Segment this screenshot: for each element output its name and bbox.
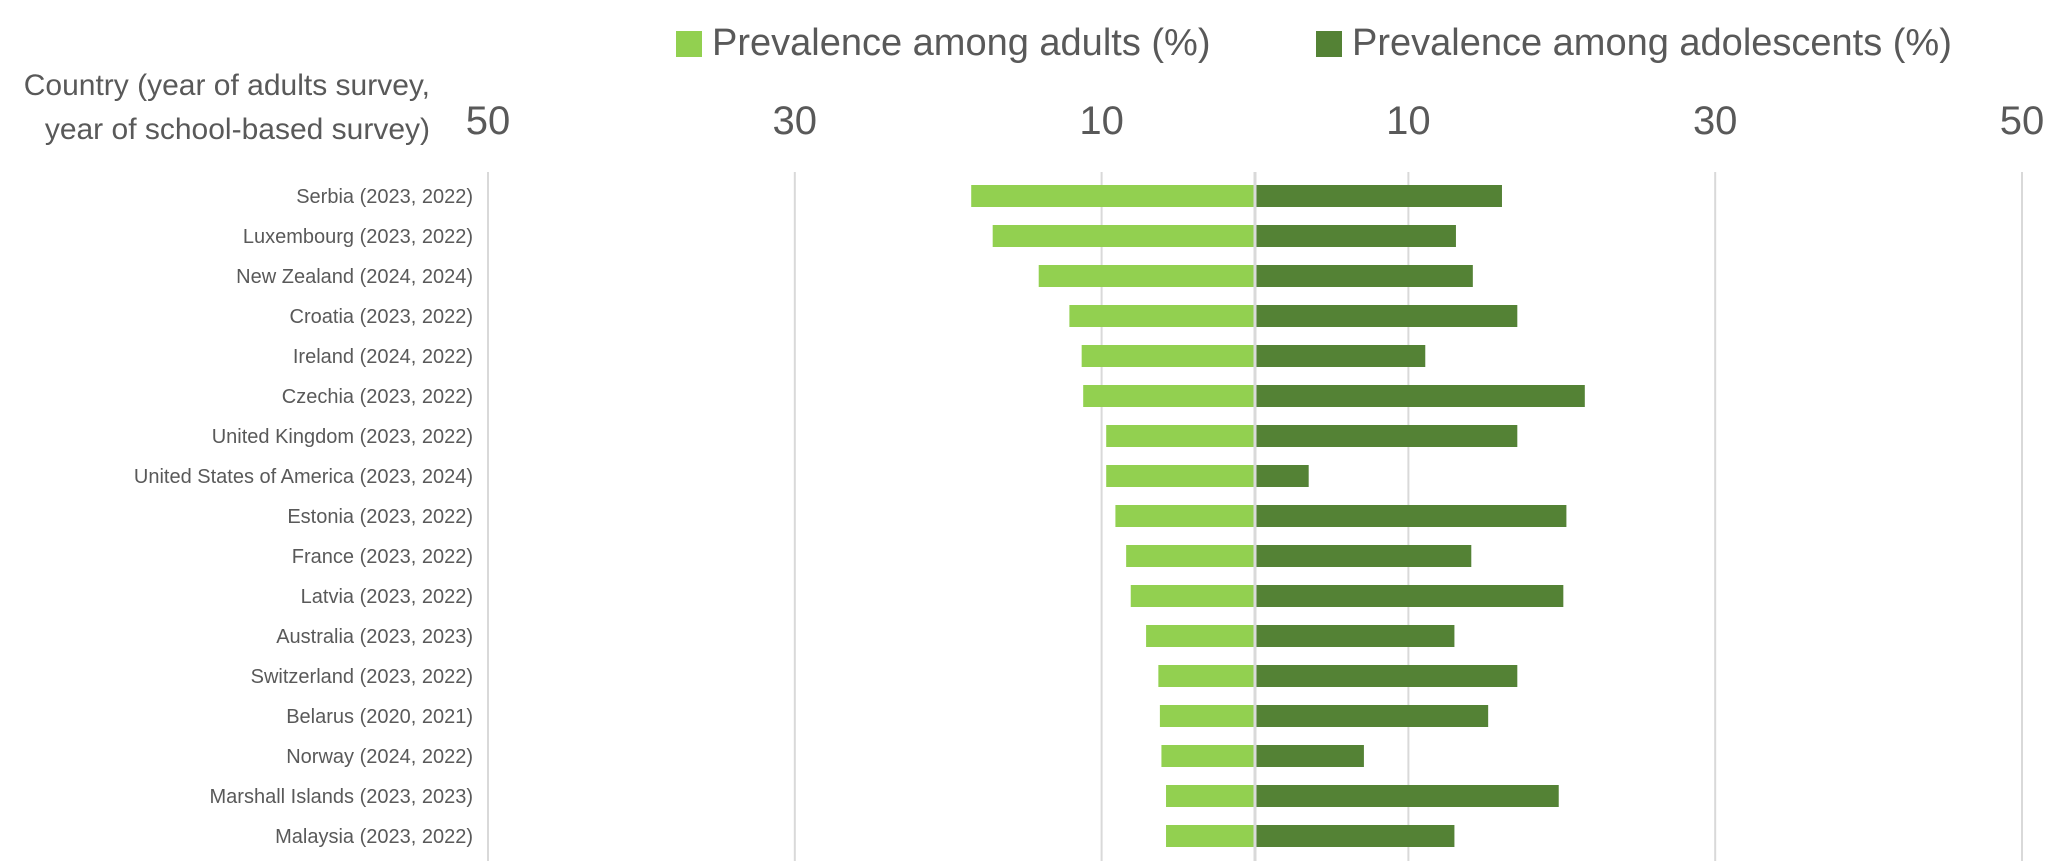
bar-adults [1069, 305, 1255, 327]
category-label: Czechia (2023, 2022) [282, 386, 473, 408]
x-tick-label: 10 [1386, 99, 1431, 143]
category-label: Ireland (2024, 2022) [293, 346, 473, 368]
bar-adults [1083, 385, 1255, 407]
category-label: Marshall Islands (2023, 2023) [210, 786, 473, 808]
bar-adults [1159, 705, 1255, 727]
bar-adolescents [1255, 345, 1426, 367]
bar-adolescents [1255, 665, 1518, 687]
legend-label-adults: Prevalence among adults (%) [712, 22, 1211, 64]
bar-adults [1130, 585, 1255, 607]
category-label: Australia (2023, 2023) [276, 626, 473, 648]
bar-adults [1146, 625, 1255, 647]
bar-adolescents [1255, 545, 1472, 567]
bar-adults [1115, 505, 1255, 527]
category-axis-header-line1: Country (year of adults survey, [23, 69, 430, 102]
category-axis-header-line2: year of school-based survey) [44, 113, 430, 146]
category-label: Belarus (2020, 2021) [286, 706, 473, 728]
bar-adolescents [1255, 785, 1559, 807]
category-label: Croatia (2023, 2022) [290, 306, 473, 328]
category-label: United States of America (2023, 2024) [134, 466, 473, 488]
bar-adolescents [1255, 745, 1364, 767]
legend-swatch-adults [676, 30, 702, 57]
bar-adolescents [1255, 425, 1518, 447]
bar-adults [1166, 785, 1255, 807]
category-label: Malaysia (2023, 2022) [275, 826, 473, 848]
bar-adolescents [1255, 825, 1455, 847]
bar-adolescents [1255, 385, 1585, 407]
category-label: New Zealand (2024, 2024) [236, 266, 473, 288]
bar-adolescents [1255, 505, 1567, 527]
bar-adults [1126, 545, 1255, 567]
bar-adults [1106, 425, 1255, 447]
category-label: Luxembourg (2023, 2022) [243, 226, 473, 248]
category-label: United Kingdom (2023, 2022) [212, 426, 473, 448]
bar-adults [992, 225, 1255, 247]
bar-adolescents [1255, 625, 1455, 647]
bar-adults [1166, 825, 1255, 847]
bar-adults [1081, 345, 1255, 367]
legend-item-adults: Prevalence among adults (%) [676, 22, 1210, 65]
x-tick-label: 50 [466, 99, 511, 143]
legend-item-adolescents: Prevalence among adolescents (%) [1316, 22, 1952, 65]
category-label: Latvia (2023, 2022) [301, 586, 473, 608]
category-label: Serbia (2023, 2022) [296, 186, 473, 208]
bar-adults [1158, 665, 1255, 687]
x-tick-label: 50 [2000, 99, 2045, 143]
bar-adolescents [1255, 225, 1456, 247]
bar-adults [971, 185, 1255, 207]
x-tick-label: 30 [1693, 99, 1738, 143]
bar-adolescents [1255, 185, 1502, 207]
bar-adolescents [1255, 465, 1309, 487]
bar-adolescents [1255, 265, 1473, 287]
bar-adults [1106, 465, 1255, 487]
bar-adults [1161, 745, 1255, 767]
x-tick-label: 10 [1079, 99, 1124, 143]
legend: Prevalence among adults (%) Prevalence a… [0, 22, 2048, 72]
legend-swatch-adolescents [1316, 30, 1342, 57]
legend-label-adolescents: Prevalence among adolescents (%) [1352, 22, 1952, 64]
category-label: France (2023, 2022) [292, 546, 473, 568]
bar-adolescents [1255, 705, 1489, 727]
bar-adults [1038, 265, 1255, 287]
bar-adolescents [1255, 585, 1564, 607]
category-label: Estonia (2023, 2022) [287, 506, 473, 528]
x-tick-label: 30 [773, 99, 818, 143]
category-label: Norway (2024, 2022) [286, 746, 473, 768]
category-axis-header: Country (year of adults survey, year of … [24, 64, 430, 152]
bar-adolescents [1255, 305, 1518, 327]
category-label: Switzerland (2023, 2022) [251, 666, 473, 688]
